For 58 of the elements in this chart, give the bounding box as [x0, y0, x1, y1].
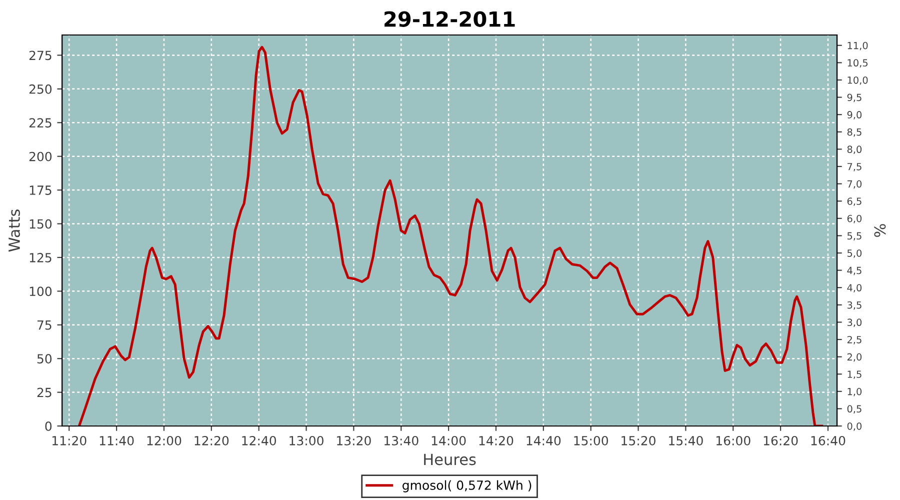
y-tick-label: 175: [30, 186, 52, 195]
y-axis-title: Watts: [8, 210, 20, 252]
y2-tick-label: 10,5: [848, 59, 868, 68]
x-tick-label: 13:20: [337, 436, 371, 446]
y-tick-label: 50: [37, 354, 52, 364]
y2-tick-label: 7,5: [848, 163, 862, 172]
y-tick-label: 125: [30, 252, 52, 262]
y2-tick-label: 8,0: [847, 146, 862, 154]
y2-tick-label: 9,5: [847, 94, 862, 102]
x-tick-label: 14:20: [479, 436, 514, 446]
y-tick-label: 225: [29, 118, 52, 128]
y-tick-label: 275: [29, 50, 52, 60]
y-tick-label: 250: [29, 84, 52, 94]
x-tick-label: 15:20: [622, 436, 656, 446]
x-tick-label: 12:00: [147, 436, 182, 446]
y2-tick-label: 4,0: [847, 284, 862, 292]
y2-tick-label: 3,0: [847, 318, 862, 328]
y2-tick-label: 1,5: [848, 370, 862, 379]
y-tick-label: 0: [45, 421, 52, 431]
x-tick-label: 13:00: [290, 436, 324, 446]
y2-tick-label: 8,5: [847, 128, 862, 137]
y-tick-label: 150: [30, 219, 52, 229]
x-tick-label: 16:20: [764, 436, 798, 446]
y2-tick-label: 10,0: [848, 76, 868, 85]
y-tick-label: 25: [37, 388, 52, 398]
x-tick-label: 16:00: [716, 436, 750, 446]
y2-tick-label: 3,5: [847, 301, 862, 310]
y2-axis-title: %: [874, 224, 886, 237]
y2-tick-label: 2,0: [847, 353, 862, 362]
y2-tick-label: 9,0: [847, 111, 862, 120]
x-tick-label: 15:40: [669, 436, 703, 446]
y-tick-label: 200: [29, 152, 52, 162]
y2-tick-label: 5,0: [847, 249, 862, 258]
y2-tick-label: 11,0: [848, 42, 868, 50]
y-tick-label: 75: [37, 320, 52, 330]
legend-label: gmosol( 0,572 kWh ): [402, 480, 532, 492]
x-tick-label: 12:20: [194, 436, 229, 446]
y2-tick-label: 2,5: [847, 336, 862, 344]
y2-tick-label: 0,0: [847, 422, 862, 431]
y2-tick-label: 0,5: [847, 405, 862, 414]
x-tick-label: 14:40: [526, 436, 561, 446]
y2-tick-label: 6,5: [847, 198, 862, 206]
x-tick-label: 14:00: [432, 436, 466, 446]
y2-tick-label: 7,0: [848, 180, 862, 189]
y2-tick-label: 4,5: [847, 266, 862, 276]
y2-tick-label: 5,5: [847, 232, 862, 241]
x-tick-label: 15:00: [574, 436, 608, 446]
x-tick-label: 11:20: [52, 436, 86, 446]
x-tick-label: 13:40: [384, 436, 418, 446]
chart-title: 29-12-2011: [384, 11, 515, 27]
y2-tick-label: 6,0: [847, 214, 862, 224]
x-tick-label: 16:40: [811, 436, 846, 446]
y-tick-label: 100: [30, 286, 52, 296]
line-series: [78, 46, 824, 426]
x-tick-label: 12:40: [242, 436, 276, 446]
y2-tick-label: 1,0: [848, 388, 862, 396]
x-axis-title: Heures: [424, 454, 476, 466]
x-tick-label: 11:40: [100, 436, 134, 446]
